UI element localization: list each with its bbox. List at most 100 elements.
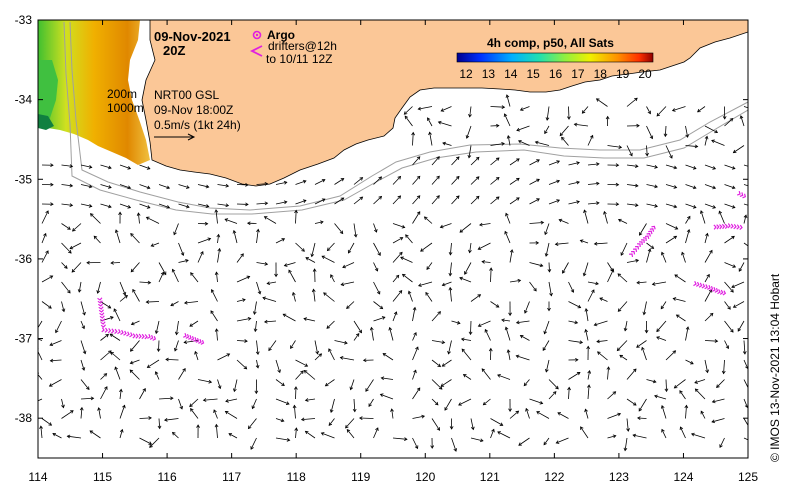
current-vector	[392, 275, 400, 283]
current-vector-head	[584, 328, 588, 333]
drifter-mark	[110, 328, 115, 334]
y-tick-label: -33	[15, 13, 33, 27]
current-vector-head	[69, 164, 74, 168]
current-vector	[470, 418, 474, 430]
current-vector	[743, 184, 748, 187]
current-vector	[373, 281, 381, 295]
current-vector	[459, 277, 472, 283]
current-vector	[568, 201, 580, 205]
current-vector-head	[437, 120, 442, 125]
current-vector	[61, 410, 74, 419]
current-vector	[61, 301, 65, 312]
current-vector	[646, 106, 651, 114]
current-vector-head	[129, 360, 134, 365]
current-vector-head	[119, 428, 124, 433]
current-vector-head	[456, 320, 461, 325]
current-vector	[685, 326, 689, 341]
current-vector	[704, 313, 714, 322]
current-vector-head	[672, 350, 677, 354]
current-vector	[52, 433, 62, 439]
current-vector	[368, 398, 374, 407]
current-vector-head	[679, 390, 683, 394]
current-vector-head	[509, 249, 514, 253]
current-vector	[490, 106, 505, 108]
current-vector-head	[465, 135, 470, 139]
current-vector-head	[214, 209, 219, 213]
current-vector	[321, 432, 335, 439]
current-vector	[469, 106, 472, 117]
current-vector-head	[718, 210, 723, 215]
current-vector-head	[378, 195, 383, 200]
current-vector	[724, 184, 736, 189]
current-vector-head	[686, 228, 691, 233]
current-vector	[509, 197, 520, 205]
current-vector	[217, 234, 220, 244]
current-vector	[545, 359, 550, 372]
current-vector-head	[711, 399, 716, 404]
y-tick-label: -35	[15, 172, 33, 186]
current-vector-head	[379, 305, 384, 310]
current-vector-head	[660, 251, 665, 256]
current-vector-head	[145, 216, 150, 221]
current-vector	[544, 125, 550, 134]
current-vector	[509, 177, 520, 185]
current-vector	[626, 97, 638, 107]
current-vector	[50, 359, 62, 362]
current-vector-head	[444, 407, 448, 411]
current-vector	[72, 223, 82, 232]
current-vector	[461, 338, 472, 341]
current-vector	[568, 320, 578, 324]
current-vector	[646, 242, 654, 249]
current-vector-head	[748, 427, 751, 430]
current-vector	[345, 418, 355, 429]
current-vector	[607, 435, 616, 439]
current-vector	[158, 397, 173, 400]
current-vector-head	[697, 108, 701, 113]
current-vector-head	[359, 177, 364, 181]
current-vector-head	[580, 426, 584, 430]
current-vector-head	[636, 123, 640, 128]
current-vector-head	[567, 386, 571, 391]
current-vector-head	[672, 297, 677, 301]
current-vector-head	[692, 185, 697, 190]
current-vector	[216, 328, 218, 341]
current-vector	[656, 336, 667, 341]
current-vector-head	[558, 218, 563, 223]
current-vector-head	[280, 418, 285, 423]
current-vector-head	[731, 284, 735, 289]
current-vector	[155, 320, 160, 334]
current-vector	[545, 242, 550, 257]
sst-patch	[38, 20, 150, 165]
current-vector	[178, 184, 190, 189]
current-vector-head	[321, 255, 326, 259]
current-vector-head	[731, 235, 735, 240]
current-vector	[444, 398, 452, 411]
current-vector	[568, 372, 581, 380]
current-vector	[665, 164, 677, 169]
current-vector-head	[615, 202, 620, 207]
current-vector	[353, 333, 360, 341]
current-vector	[458, 398, 472, 406]
current-vector-head	[694, 144, 699, 149]
current-vector	[718, 211, 725, 224]
current-vector-head	[712, 166, 717, 170]
current-vector	[38, 373, 43, 380]
current-vector-head	[731, 185, 736, 190]
current-vector	[518, 437, 530, 446]
drifter-mark	[129, 332, 133, 338]
current-vector-head	[635, 183, 639, 188]
current-vector-head	[694, 388, 699, 393]
current-vector-head	[495, 157, 500, 161]
current-vector	[665, 379, 667, 392]
current-vector-head	[180, 252, 185, 256]
current-vector	[178, 398, 183, 410]
current-vector-head	[81, 367, 86, 371]
current-source-label: NRT00 GSL	[154, 88, 219, 102]
current-vector-head	[714, 129, 719, 134]
current-vector	[80, 203, 92, 207]
current-vector	[548, 391, 557, 400]
current-vector	[743, 340, 746, 354]
current-vector-head	[730, 289, 734, 293]
current-vector-head	[615, 182, 620, 187]
drifter-mark	[98, 309, 105, 313]
